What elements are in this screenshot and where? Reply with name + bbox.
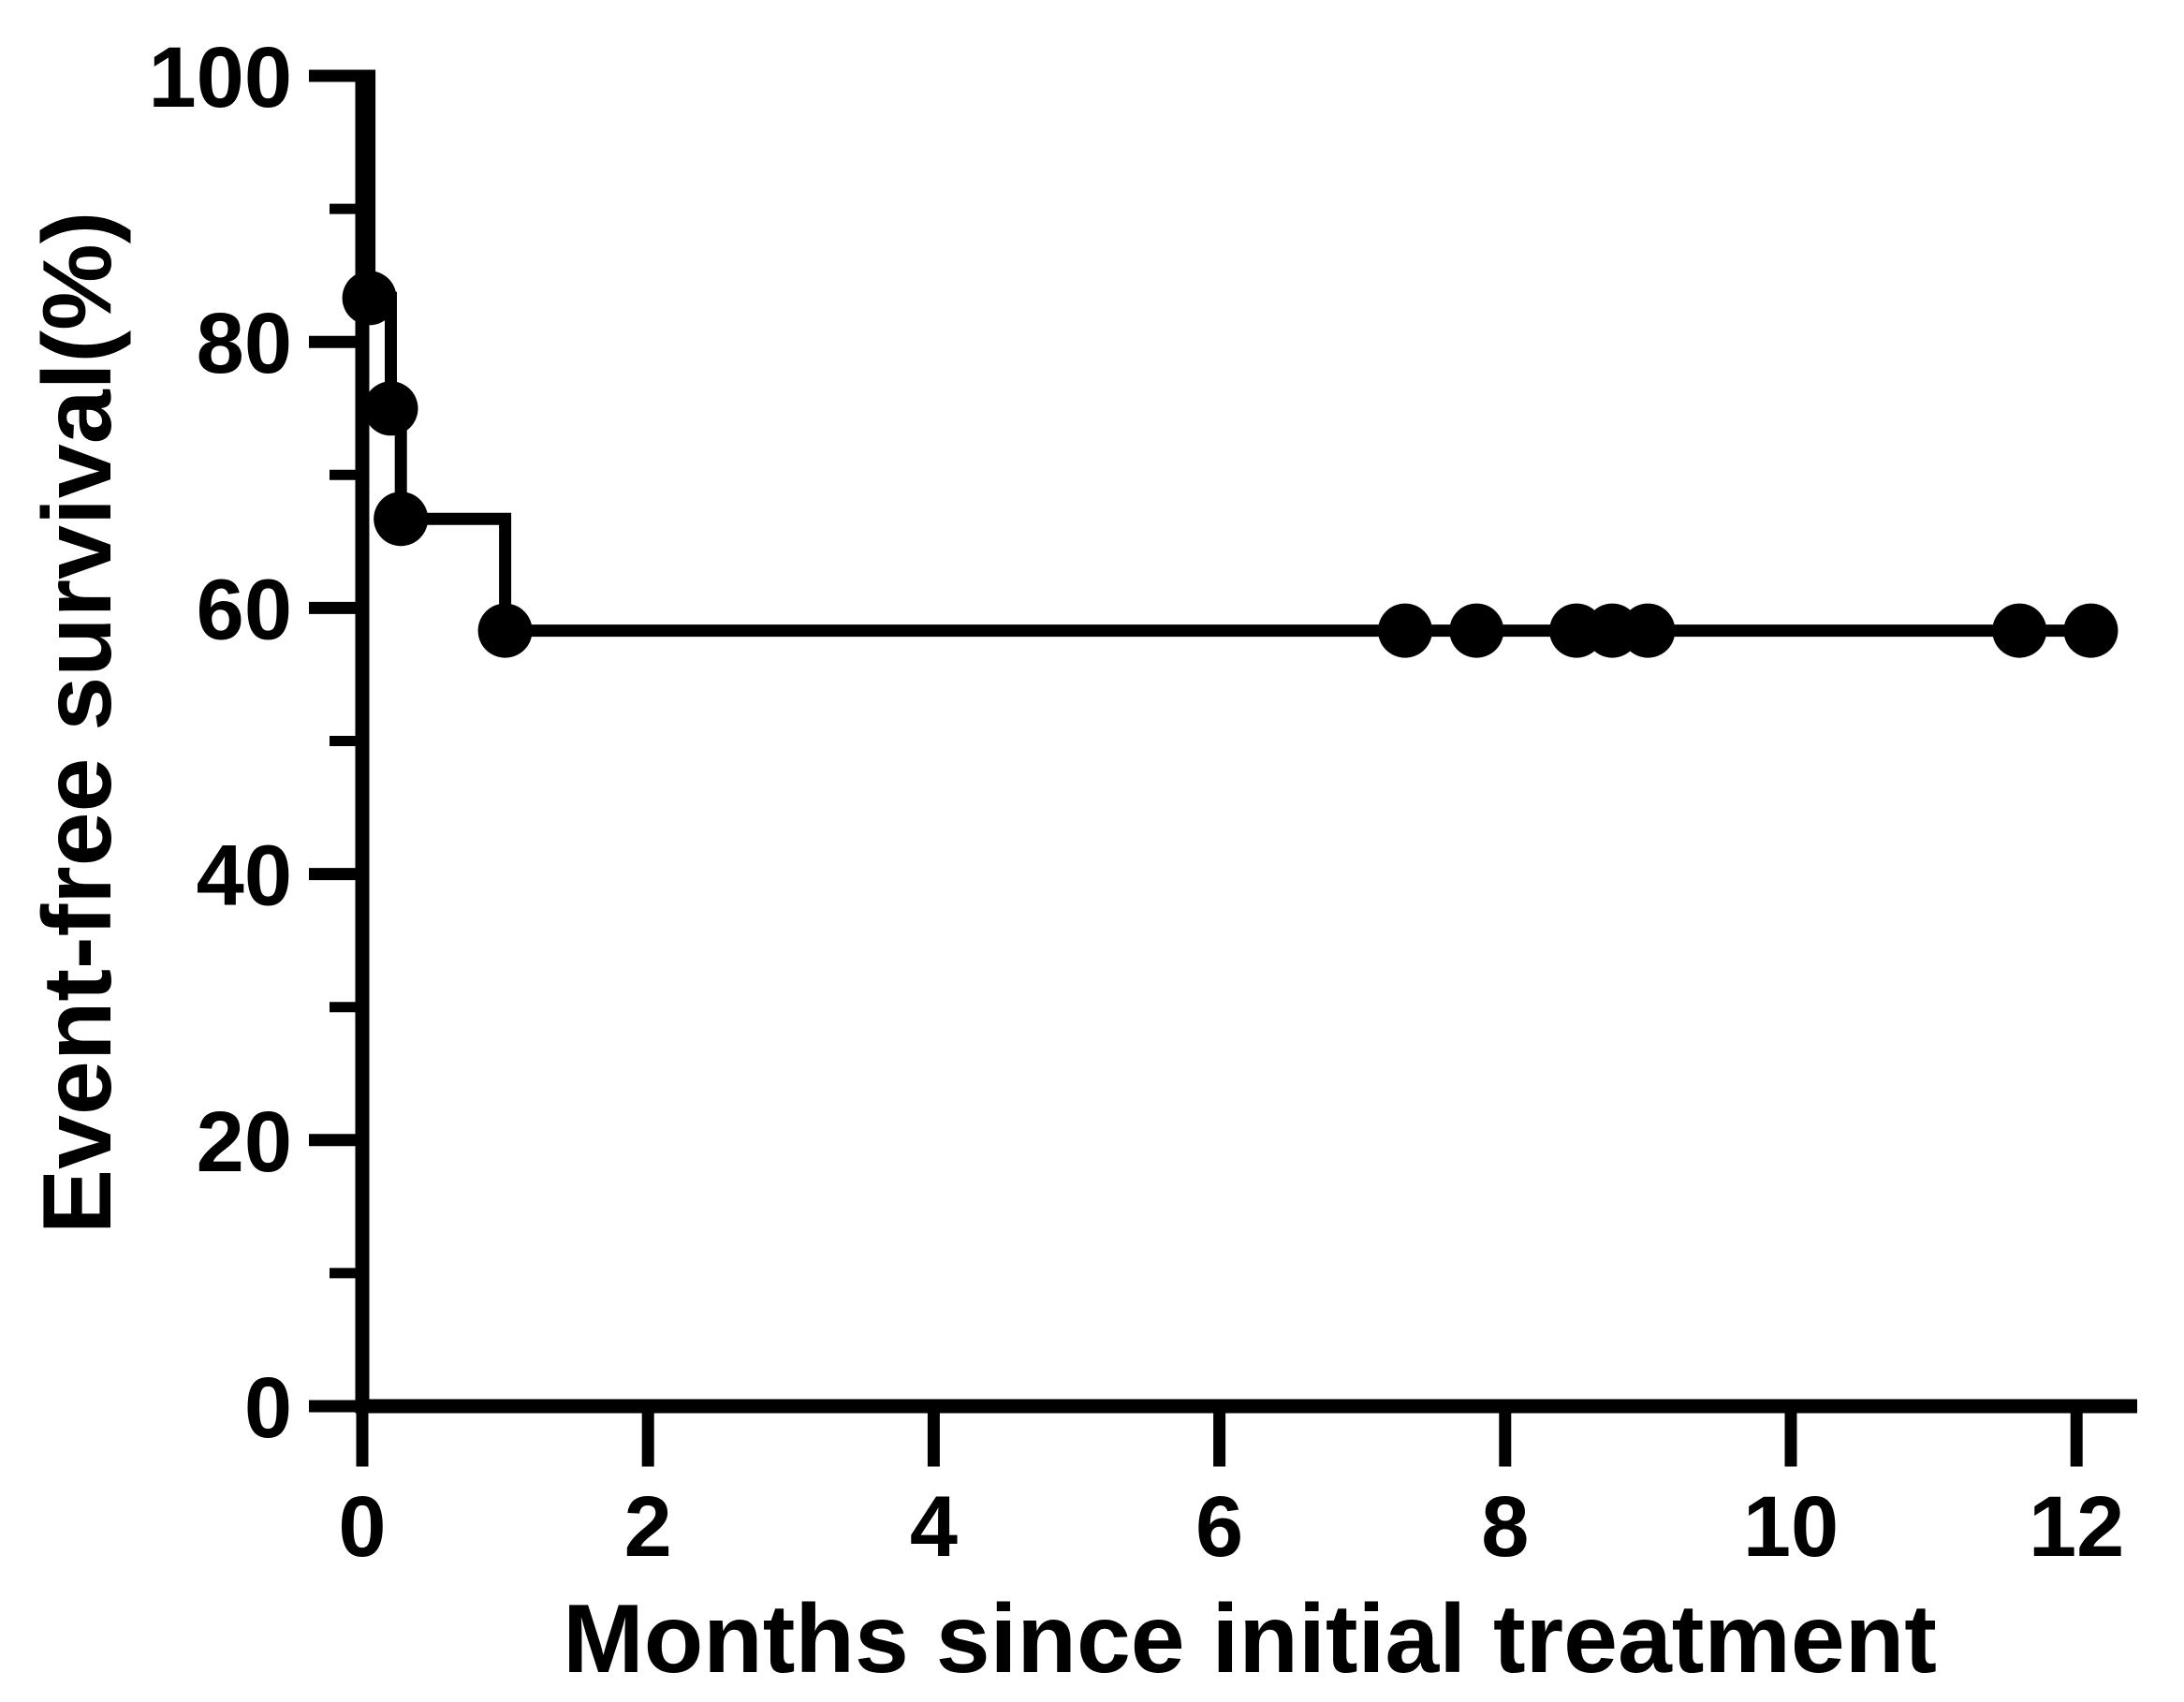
x-tick-label: 6 [1195,1479,1243,1575]
y-tick-label: 40 [197,829,292,924]
x-tick-label: 10 [1743,1479,1839,1575]
censor-marker [1992,603,2047,658]
x-tick-label: 12 [2029,1479,2124,1575]
tick-label-layer: 0 20 40 60 80 100 0 2 4 6 8 10 12 [149,30,2125,1575]
y-tick-label: 100 [149,30,293,125]
survival-step-curve [362,69,2091,638]
censor-marker [1449,603,1504,658]
axes-layer [355,76,2137,1414]
marker-layer [342,271,2118,658]
y-axis-title: Event-free survival(%) [23,212,132,1234]
tick-layer [309,69,2083,1467]
x-tick-label: 4 [910,1479,958,1575]
x-axis-title: Months since initial treatment [563,1585,1937,1694]
x-tick-label: 8 [1481,1479,1529,1575]
y-tick-label: 60 [197,562,292,657]
y-tick-label: 0 [244,1360,292,1456]
censor-marker [2063,603,2118,658]
event-marker [342,271,397,326]
event-marker [477,603,533,658]
x-tick-label: 2 [624,1479,672,1575]
event-marker [374,492,429,547]
y-tick-label: 80 [197,296,292,391]
censor-marker [1620,603,1676,658]
y-tick-label: 20 [197,1094,292,1190]
censor-marker [1378,603,1432,658]
x-tick-label: 0 [338,1479,386,1575]
event-marker [363,381,418,436]
survival-curve-layer [362,69,2091,638]
